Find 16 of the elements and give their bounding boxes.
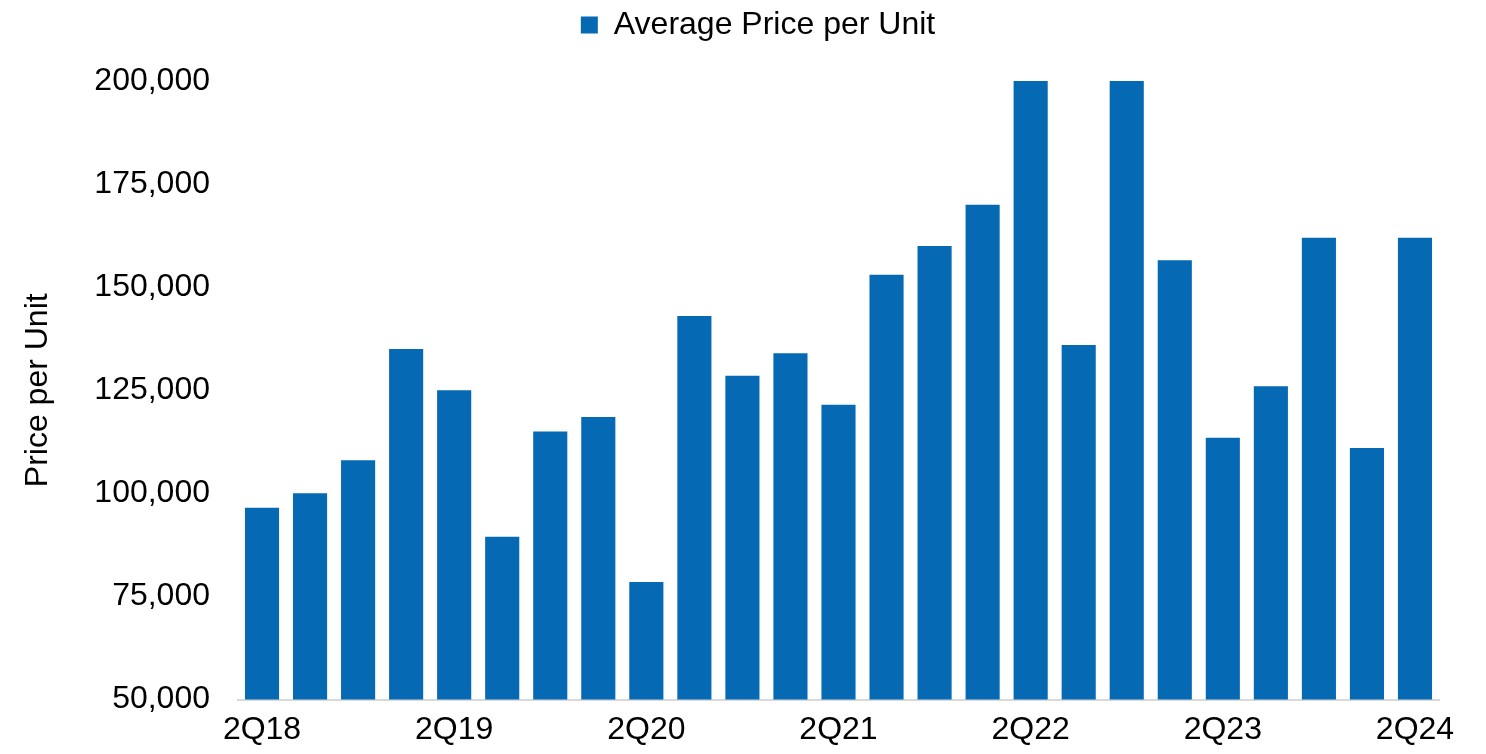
y-axis-title: Price per Unit: [18, 293, 55, 488]
y-tick-label: 175,000: [94, 163, 210, 200]
y-tick-label: 150,000: [94, 266, 210, 303]
x-tick-label: 2Q22: [991, 710, 1070, 747]
y-tick-label: 200,000: [94, 60, 210, 97]
x-tick-label: 2Q21: [799, 710, 878, 747]
x-tick-label: 2Q23: [1183, 710, 1262, 747]
y-tick-label: 100,000: [94, 473, 210, 510]
y-tick-label: 50,000: [112, 679, 210, 716]
y-tick-label: 75,000: [112, 576, 210, 613]
y-tick-label: 125,000: [94, 370, 210, 407]
x-tick-label: 2Q18: [222, 710, 302, 747]
legend-label: Average Price per Unit: [613, 4, 936, 41]
x-tick-label: 2Q24: [1375, 710, 1455, 747]
x-tick-label: 2Q20: [607, 710, 686, 747]
x-tick-label: 2Q19: [415, 710, 494, 747]
